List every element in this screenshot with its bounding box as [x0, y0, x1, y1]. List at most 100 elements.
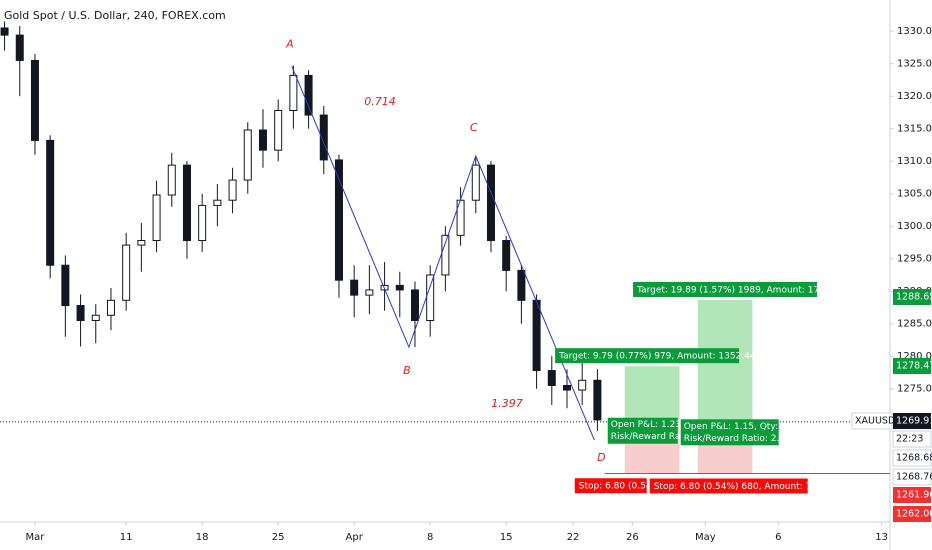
- candle-body: [395, 284, 404, 291]
- price-tag: 1269.91: [896, 416, 932, 427]
- y-tick-label: 1280.00: [897, 351, 932, 362]
- candle-body: [532, 299, 541, 372]
- candle-body: [304, 74, 313, 116]
- candle-body: [486, 164, 495, 242]
- candle-body: [350, 279, 359, 296]
- candle-body: [122, 244, 131, 301]
- x-tick-label: May: [695, 532, 716, 543]
- y-tick-label: 1275.00: [897, 384, 932, 395]
- price-tag-bg: [893, 487, 931, 503]
- x-tick-label: 25: [272, 532, 285, 543]
- pattern-ratio: 1.397: [491, 397, 523, 410]
- candle-body: [0, 27, 9, 36]
- x-tick-label: 15: [500, 532, 513, 543]
- candle-body: [243, 129, 252, 181]
- info-label-bg: [680, 419, 779, 446]
- candle-body: [319, 114, 328, 161]
- candle-body: [228, 179, 237, 201]
- y-tick-label: 1300.00: [897, 221, 932, 232]
- price-tag-bg: [893, 413, 931, 429]
- stop-label-bg: [574, 478, 647, 494]
- candle-body: [547, 370, 556, 386]
- candle-body: [517, 269, 526, 301]
- candle-body: [410, 289, 419, 321]
- target-zone: [624, 366, 680, 428]
- candle-body: [578, 379, 587, 391]
- target-label-bg: [633, 282, 818, 298]
- candle-body: [441, 234, 450, 276]
- y-tick-label: 1320.00: [897, 91, 932, 102]
- price-tag-bg: [893, 289, 931, 305]
- candle-body: [76, 305, 85, 321]
- info-label-bg: [607, 417, 678, 444]
- stop-label-bg: [649, 478, 808, 494]
- y-tick-label: 1325.00: [897, 59, 932, 70]
- x-tick-label: 8: [427, 532, 433, 543]
- y-tick-label: 1295.00: [897, 254, 932, 265]
- price-tag: 1288.65: [896, 292, 932, 303]
- candle-body: [15, 34, 24, 61]
- candle-body: [167, 164, 176, 196]
- y-tick-label: 1305.00: [897, 189, 932, 200]
- pnl-label: Open P&L: 1.15, Qty: 36: [684, 422, 793, 432]
- candle-body: [258, 129, 267, 151]
- pattern-point-label: D: [597, 451, 605, 464]
- pattern-point-label: C: [470, 121, 478, 134]
- price-tag-bg: [892, 449, 932, 467]
- y-tick-label: 1315.00: [897, 124, 932, 135]
- candle-body: [106, 299, 115, 316]
- x-tick-label: 11: [120, 532, 133, 543]
- price-tag-bg: [892, 430, 932, 448]
- candle-body: [61, 264, 70, 307]
- target-label: Target: 9.79 (0.77%) 979, Amount: 1352.4…: [558, 352, 756, 362]
- candle-body: [30, 59, 39, 141]
- x-tick-label: 13: [875, 532, 888, 543]
- candle-body: [198, 204, 207, 242]
- candle-body: [274, 110, 283, 151]
- candle-body: [137, 240, 146, 246]
- price-tag: 22:23: [896, 434, 923, 445]
- price-tag: 1261.96: [896, 490, 932, 501]
- price-tag: XAUUSD: [855, 416, 895, 427]
- candle-body: [213, 199, 222, 206]
- price-tag-bg: [893, 358, 931, 374]
- price-tag: 1268.76: [896, 472, 932, 483]
- chart-title: Gold Spot / U.S. Dollar, 240, FOREX.com: [4, 9, 226, 22]
- x-tick-label: 6: [775, 532, 781, 543]
- rr-label: Risk/Reward Ratio: 2.93: [684, 434, 791, 444]
- price-tag-bg: [851, 412, 893, 430]
- target-zone: [697, 300, 753, 430]
- target-label-bg: [555, 348, 740, 364]
- pattern-point-label: A: [285, 37, 294, 50]
- candle-body: [593, 379, 602, 421]
- candle-body: [502, 240, 511, 271]
- candle-body: [471, 164, 480, 201]
- candle-body: [426, 274, 435, 321]
- x-tick-label: 22: [567, 532, 580, 543]
- pattern-ratio: 0.714: [364, 95, 396, 108]
- candle-body: [562, 384, 571, 391]
- rr-label: Risk/Reward Ratio: [611, 432, 693, 442]
- abcd-pattern: [291, 66, 595, 441]
- price-tag: 1278.47: [896, 361, 932, 372]
- stop-label: Stop: 6.80 (0.54%: [579, 482, 661, 492]
- pattern-point-label: B: [403, 364, 411, 377]
- y-tick-label: 1330.00: [897, 26, 932, 37]
- y-tick-label: 1310.00: [897, 156, 932, 167]
- y-tick-label: 1285.00: [897, 319, 932, 330]
- x-tick-label: Mar: [26, 532, 46, 543]
- candle-body: [46, 139, 55, 266]
- candle-body: [182, 164, 191, 242]
- x-tick-label: 26: [626, 532, 639, 543]
- x-tick-label: 18: [196, 532, 209, 543]
- candle-body: [334, 159, 343, 281]
- candle-body: [365, 289, 374, 296]
- candle-body: [289, 74, 298, 112]
- price-tag: 1262.00: [896, 509, 932, 520]
- pnl-label: Open P&L: 1.23, Q: [611, 420, 694, 430]
- candle-body: [152, 194, 161, 242]
- x-tick-label: Apr: [346, 532, 364, 543]
- price-tag: 1268.68: [896, 453, 932, 464]
